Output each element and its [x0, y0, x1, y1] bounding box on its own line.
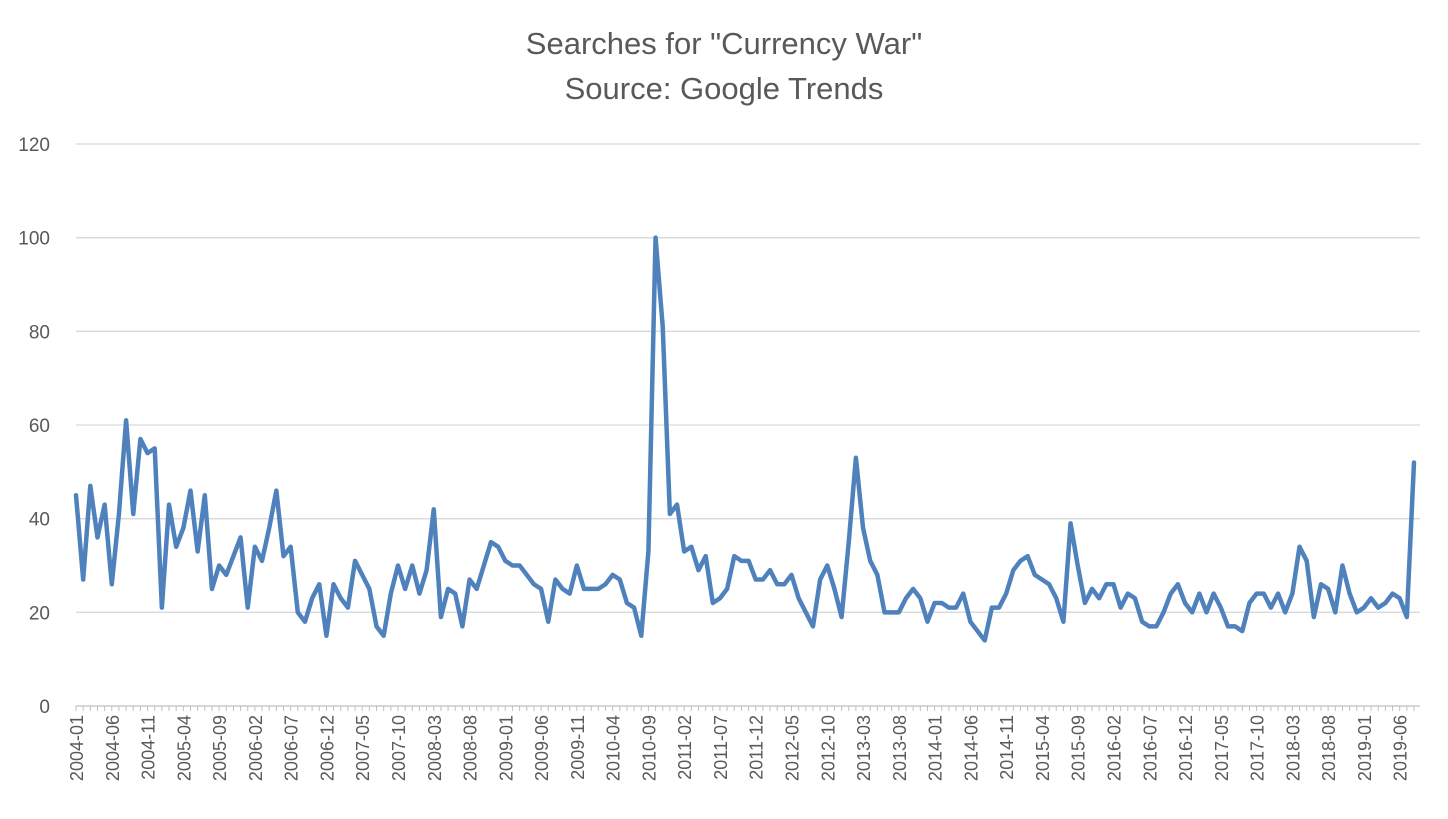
x-tick-label: 2015-04	[1033, 715, 1053, 781]
x-tick-label: 2012-05	[783, 715, 803, 781]
series-line	[73, 235, 1417, 643]
x-tick-label: 2014-11	[997, 715, 1017, 780]
x-tick-label: 2017-10	[1248, 715, 1268, 781]
x-tick-label: 2019-06	[1391, 715, 1411, 781]
y-tick-label: 40	[29, 510, 50, 531]
x-tick-label: 2012-10	[818, 715, 838, 781]
y-tick-label: 80	[29, 322, 50, 343]
x-tick-label: 2011-12	[747, 715, 767, 780]
x-tick-label: 2006-12	[317, 715, 337, 781]
x-tick-label: 2008-03	[425, 715, 445, 781]
x-tick-label: 2017-05	[1212, 715, 1232, 781]
y-tick-label: 60	[29, 416, 50, 437]
x-tick-label: 2009-06	[532, 715, 552, 781]
x-tick-label: 2009-11	[568, 715, 588, 780]
x-tick-label: 2006-02	[246, 715, 266, 781]
x-tick-label: 2013-08	[890, 715, 910, 781]
y-tick-label: 20	[29, 603, 50, 624]
x-tick-label: 2011-07	[711, 715, 731, 780]
x-tick-label: 2016-07	[1140, 715, 1160, 781]
x-tick-label: 2007-05	[353, 715, 373, 781]
x-tick-label: 2013-03	[854, 715, 874, 781]
x-tick-label: 2006-07	[282, 715, 302, 781]
x-tick-label: 2016-02	[1104, 715, 1124, 781]
x-tick-label: 2004-11	[139, 715, 159, 780]
chart-subtitle: Source: Google Trends	[564, 71, 884, 106]
x-tick-label: 2019-01	[1355, 715, 1375, 781]
x-tick-label: 2010-09	[639, 715, 659, 781]
x-tick-label: 2015-09	[1069, 715, 1089, 781]
y-tick-label: 120	[18, 135, 50, 156]
x-tick-label: 2009-01	[496, 715, 516, 781]
x-tick-label: 2005-04	[174, 715, 194, 781]
chart-title: Searches for "Currency War"	[525, 26, 923, 61]
x-tick-label: 2005-09	[210, 715, 230, 781]
x-tick-label: 2018-03	[1283, 715, 1303, 781]
y-tick-label: 0	[39, 697, 50, 718]
x-tick-label: 2010-04	[604, 715, 624, 781]
x-tick-label: 2018-08	[1319, 715, 1339, 781]
x-tick-label: 2008-08	[461, 715, 481, 781]
y-tick-label: 100	[18, 229, 50, 250]
x-tick-label: 2004-01	[67, 715, 87, 781]
x-tick-label: 2014-01	[926, 715, 946, 781]
x-tick-label: 2011-02	[675, 715, 695, 780]
x-tick-label: 2004-06	[103, 715, 123, 781]
x-tick-label: 2014-06	[961, 715, 981, 781]
x-tick-label: 2007-10	[389, 715, 409, 781]
x-tick-label: 2016-12	[1176, 715, 1196, 781]
